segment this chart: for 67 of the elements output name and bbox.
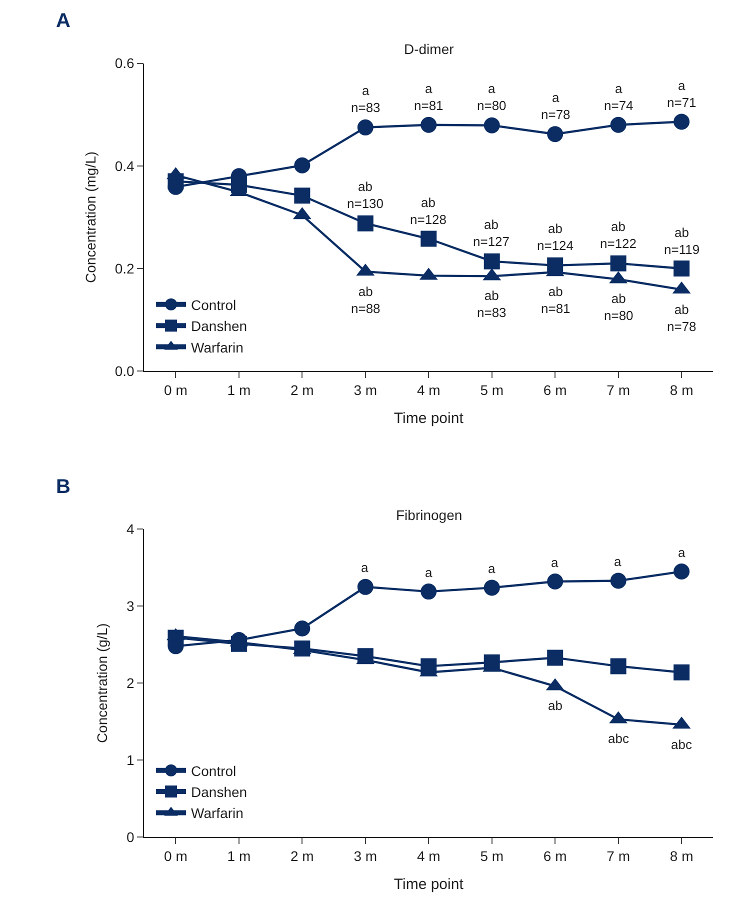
x-tick-label: 6 m [543,848,567,864]
annotation: a [678,545,686,560]
x-tick-label: 3 m [354,848,378,864]
annotation: ab [548,698,562,713]
annotation: a n=74 [604,81,634,113]
chart-title: D-dimer [404,41,454,57]
annotation: a n=81 [414,81,444,113]
annotation: a n=80 [477,81,506,113]
annotation: a [361,560,369,575]
x-tick-label: 0 m [164,382,188,398]
x-tick-label: 5 m [480,382,504,398]
annotation: ab n=80 [604,291,634,323]
text: B [56,476,70,498]
x-tick-label: 6 m [543,382,567,398]
chart-title: Fibrinogen [396,507,462,523]
y-tick-label: 0.6 [114,55,135,72]
annotation: ab n=128 [410,195,447,227]
y-tick-label: 3 [126,598,135,614]
legend-label: Warfarin [191,339,244,356]
x-tick-label: 7 m [606,382,630,398]
annotation: a n=83 [351,83,380,115]
y-tick-label: 1 [126,752,135,768]
annotation: abc [671,737,692,752]
x-axis-title: Time point [394,876,464,893]
annotation: ab n=119 [664,225,700,257]
y-tick-label: 0.2 [114,260,135,276]
x-tick-label: 2 m [290,382,314,398]
annotation: ab n=124 [537,221,574,253]
x-tick-label: 8 m [670,382,694,398]
annotation: abc [608,731,630,746]
annotation: ab n=78 [667,302,696,334]
legend-label: Control [191,296,236,313]
annotation: a [551,555,559,570]
annotation: a n=71 [667,78,696,110]
x-tick-label: 4 m [416,382,440,398]
x-tick-label: 3 m [354,382,378,398]
x-tick-label: 1 m [227,848,251,864]
y-tick-label: 4 [126,521,135,538]
annotation: ab n=81 [541,284,570,316]
y-tick-label: 2 [126,675,135,692]
x-tick-label: 7 m [606,848,630,864]
x-tick-label: 1 m [227,382,251,398]
y-tick-label: 0 [126,828,135,845]
legend-label: Danshen [191,784,248,800]
y-tick-label: 0.4 [114,158,135,174]
legend-label: Control [191,762,236,779]
text: A [56,10,70,32]
annotation: ab n=88 [351,284,380,316]
x-tick-label: 4 m [416,848,440,864]
x-tick-label: 8 m [670,848,694,864]
annotation: ab n=122 [600,219,637,251]
annotation: a [425,565,433,580]
annotation: a [614,554,622,569]
legend-label: Danshen [191,318,248,334]
x-tick-label: 0 m [164,848,188,864]
y-tick-label: 0.0 [114,363,135,380]
y-axis-title: Concentration (g/L) [94,623,110,744]
annotation: ab n=83 [477,288,506,320]
x-tick-label: 2 m [290,848,314,864]
annotation: ab n=130 [347,179,384,211]
x-tick-label: 5 m [480,848,504,864]
x-axis-title: Time point [394,410,464,427]
y-axis-title: Concentration (mg/L) [82,151,98,283]
legend-label: Warfarin [191,805,244,822]
annotation: a [488,561,496,576]
annotation: ab n=127 [473,217,510,249]
annotation: a n=78 [541,90,570,122]
